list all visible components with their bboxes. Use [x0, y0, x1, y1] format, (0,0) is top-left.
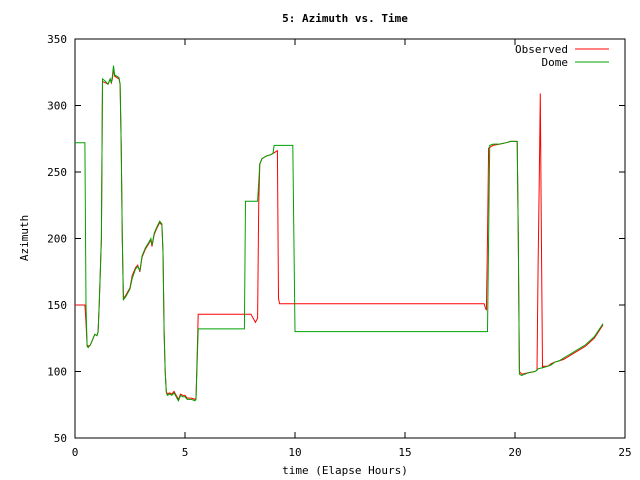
x-tick-label: 25 — [618, 446, 631, 459]
legend-label-observed: Observed — [515, 43, 568, 56]
y-tick-label: 150 — [47, 299, 67, 312]
plot-frame — [74, 38, 626, 439]
x-axis-label: time (Elapse Hours) — [282, 464, 408, 477]
series-layer — [75, 65, 604, 402]
x-axis: 0 5 10 15 20 25 — [72, 39, 632, 459]
y-tick-label: 100 — [47, 366, 67, 379]
x-tick-label: 20 — [508, 446, 521, 459]
y-tick-label: 350 — [47, 33, 67, 46]
y-tick-label: 250 — [47, 166, 67, 179]
plot-border — [74, 38, 626, 439]
x-tick-label: 10 — [288, 446, 301, 459]
y-tick-label: 300 — [47, 100, 67, 113]
y-axis: 50 100 150 200 250 300 350 — [47, 33, 625, 445]
chart-title: 5: Azimuth vs. Time — [282, 12, 408, 25]
y-tick-label: 50 — [54, 432, 67, 445]
y-axis-label: Azimuth — [18, 215, 31, 261]
x-tick-label: 15 — [398, 446, 411, 459]
legend-label-dome: Dome — [542, 56, 569, 69]
y-tick-label: 200 — [47, 233, 67, 246]
series-line-dome — [75, 65, 604, 402]
x-tick-label: 0 — [72, 446, 79, 459]
x-tick-label: 5 — [182, 446, 189, 459]
